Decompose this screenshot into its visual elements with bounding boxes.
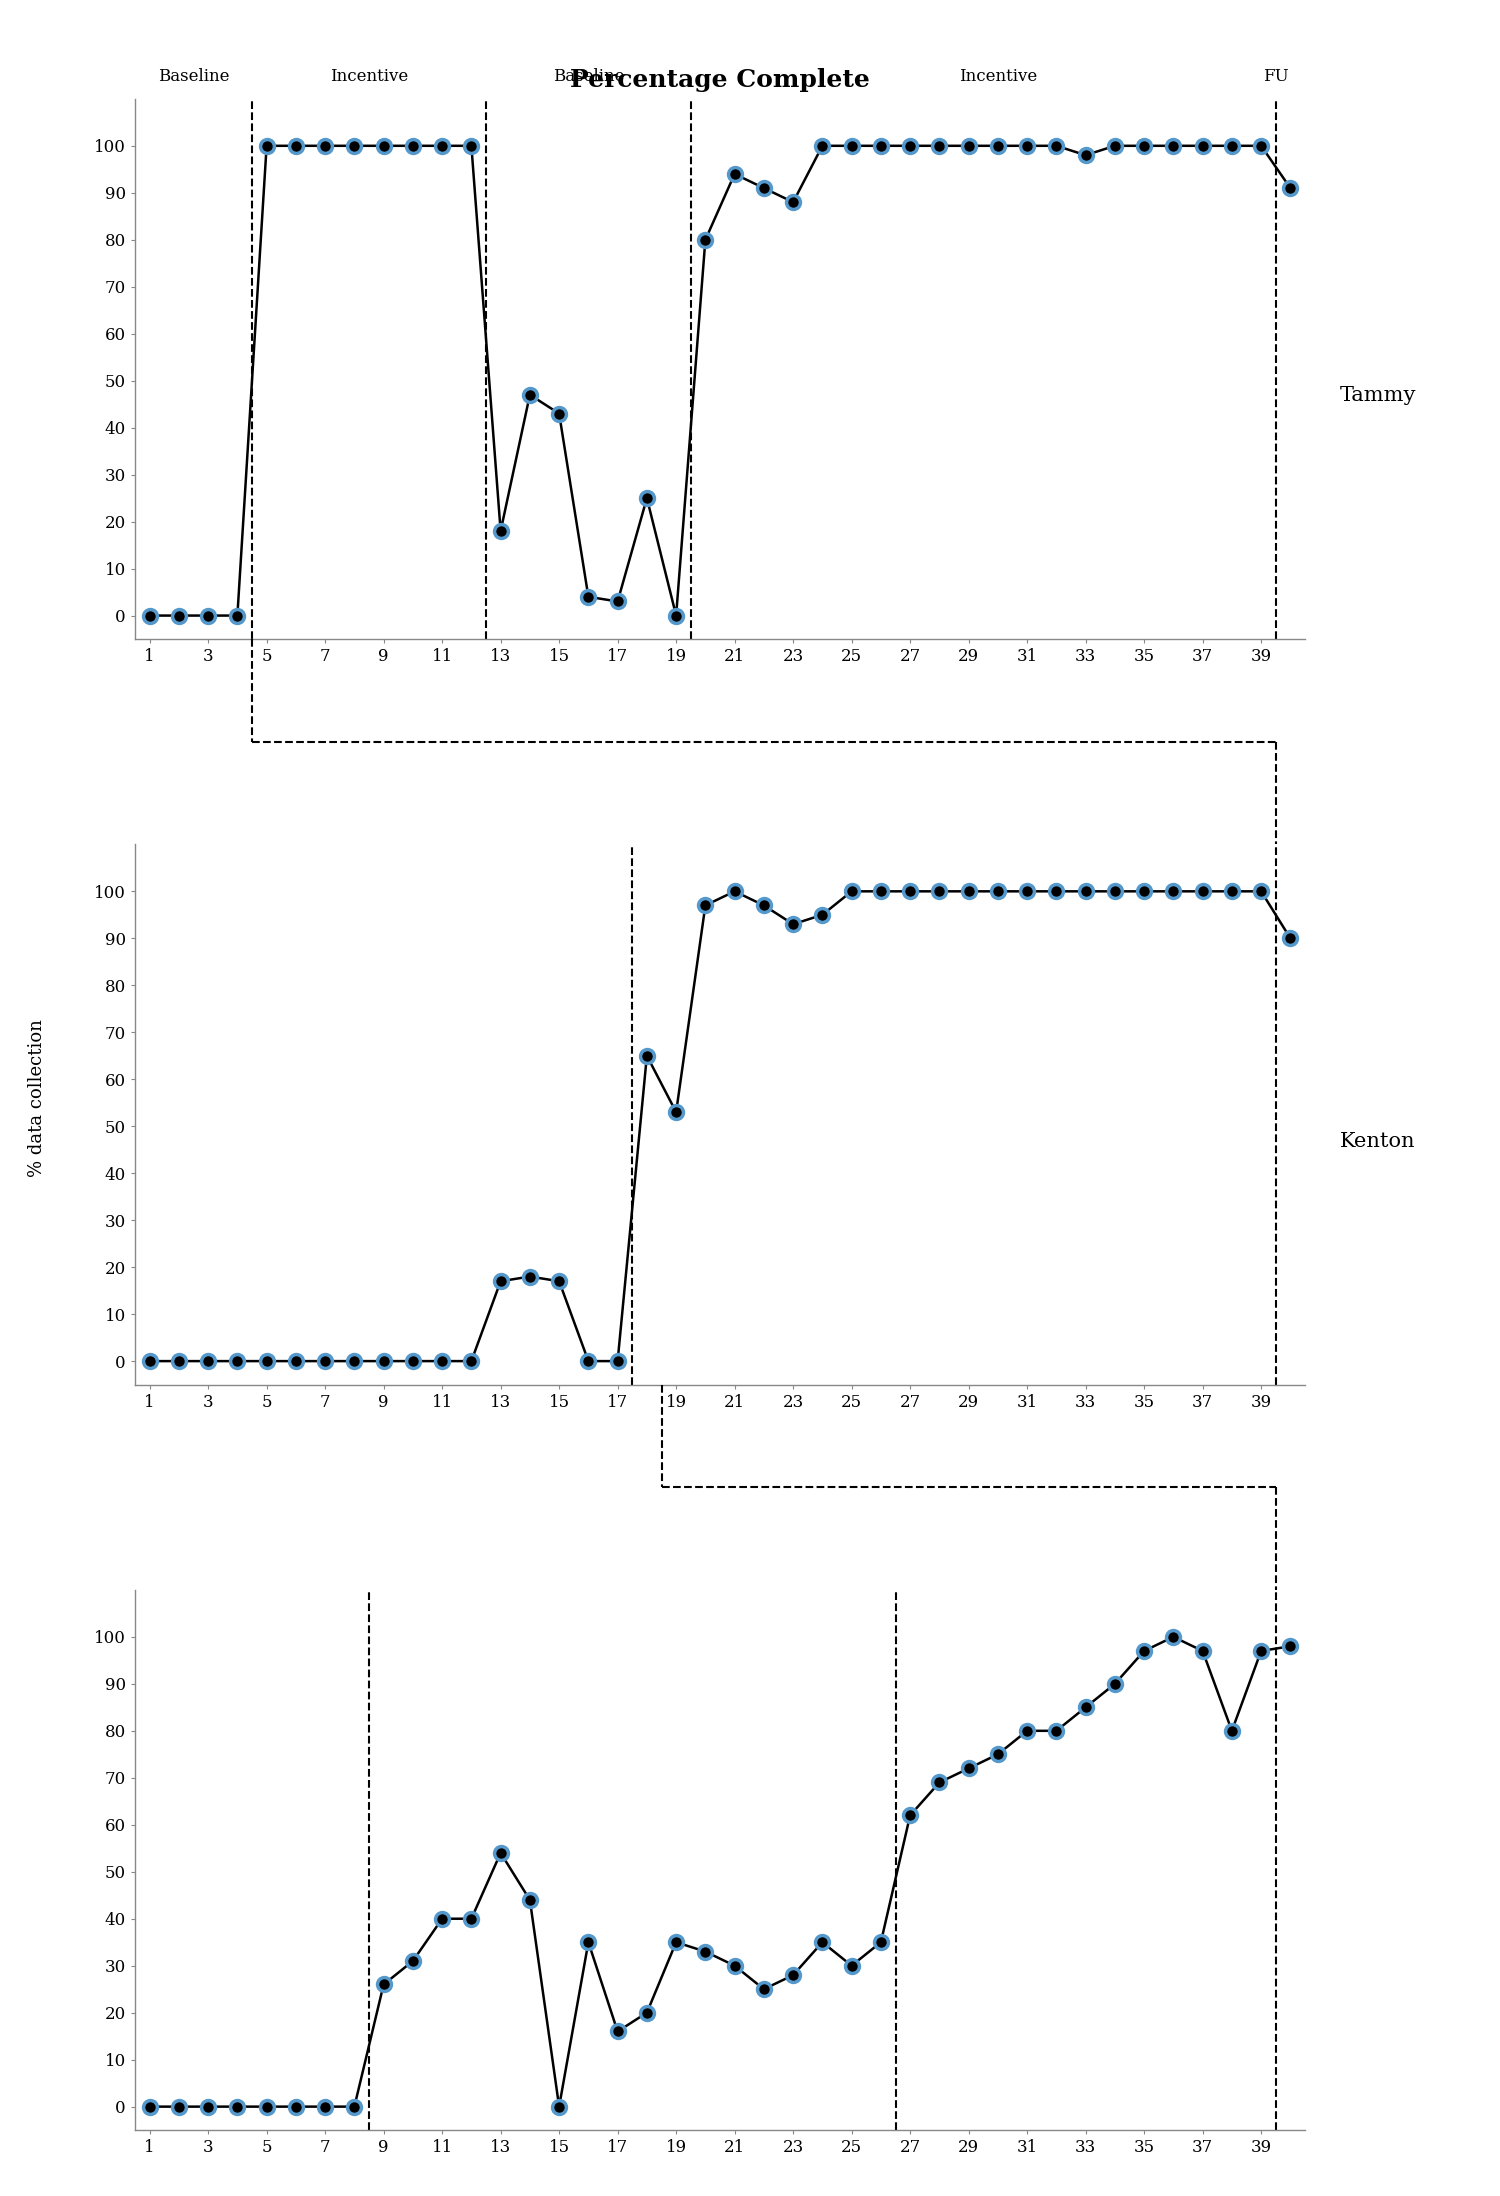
Text: FU: FU <box>1263 68 1288 86</box>
Text: Incentive: Incentive <box>958 68 1036 86</box>
Text: % data collection: % data collection <box>28 1019 46 1177</box>
Text: Percentage Complete: Percentage Complete <box>570 68 870 92</box>
Text: Tammy: Tammy <box>1340 386 1416 406</box>
Text: Kenton: Kenton <box>1340 1131 1416 1151</box>
Text: Baseline: Baseline <box>158 68 230 86</box>
Text: Baseline: Baseline <box>552 68 624 86</box>
Text: Incentive: Incentive <box>330 68 408 86</box>
